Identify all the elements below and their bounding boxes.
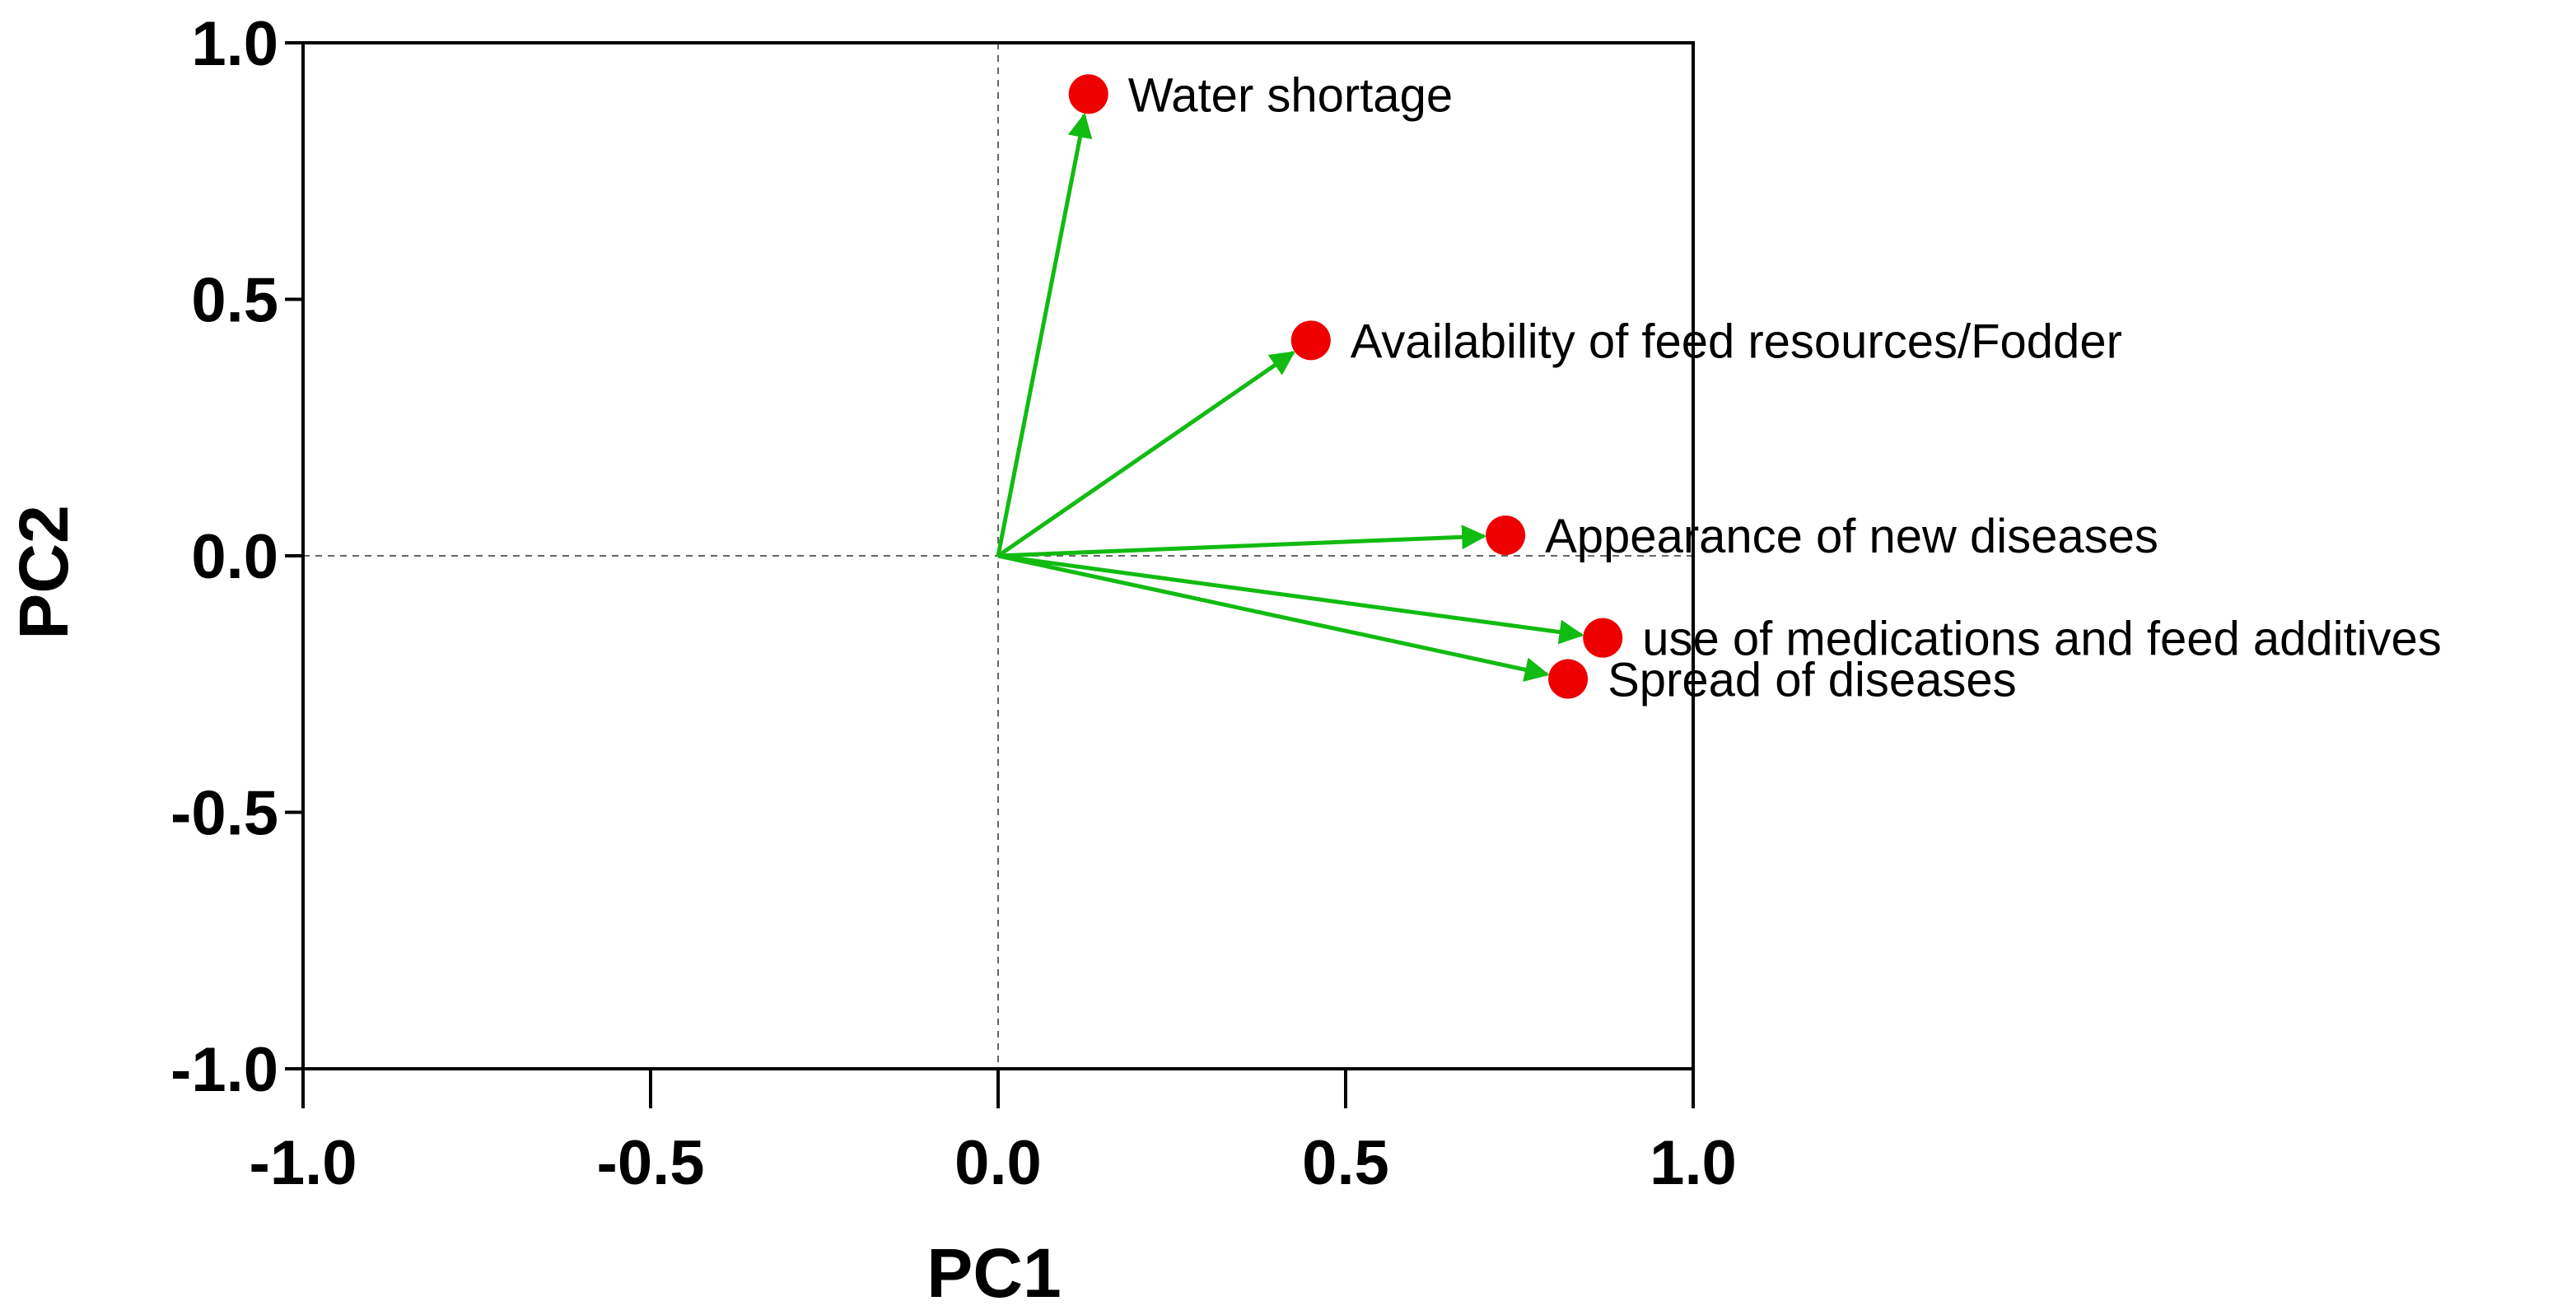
x-tick-label: 0.5	[1302, 1128, 1389, 1198]
loading-point	[1583, 618, 1623, 658]
y-axis-title: PC2	[5, 505, 82, 639]
y-tick-label: 1.0	[191, 9, 278, 79]
loading-point	[1290, 320, 1331, 361]
y-tick-label: 0.0	[191, 522, 278, 592]
loading-arrow	[997, 553, 1550, 682]
point-labels: Water shortage Availability of feed resou…	[1128, 68, 2442, 706]
loading-arrows	[996, 112, 1584, 682]
point-label: Availability of feed resources/Fodder	[1351, 315, 2122, 368]
y-tick-label: 0.5	[191, 266, 278, 336]
loading-point	[1548, 659, 1589, 699]
loading-arrow	[996, 112, 1093, 557]
x-tick-label: 0.0	[954, 1128, 1042, 1198]
loading-arrow	[996, 351, 1295, 558]
y-axis: 1.0 0.5 0.0 -0.5 -1.0	[170, 9, 303, 1105]
point-label: Appearance of new diseases	[1545, 510, 2158, 563]
loading-arrow	[997, 525, 1487, 558]
y-tick-label: -1.0	[170, 1035, 278, 1105]
loading-arrow	[997, 553, 1584, 645]
point-label: Water shortage	[1128, 68, 1453, 122]
x-axis: -1.0 -0.5 0.0 0.5 1.0	[250, 1069, 1737, 1198]
loading-points	[1068, 74, 1623, 699]
loading-point	[1068, 74, 1108, 114]
x-tick-label: 1.0	[1650, 1128, 1737, 1198]
x-tick-label: -1.0	[250, 1128, 357, 1198]
loading-point	[1486, 515, 1526, 556]
x-tick-label: -0.5	[597, 1128, 705, 1198]
point-label: Spread of diseases	[1608, 654, 2017, 707]
point-label: use of medications and feed additives	[1642, 613, 2442, 666]
x-axis-title: PC1	[926, 1234, 1061, 1312]
y-tick-label: -0.5	[170, 779, 278, 849]
